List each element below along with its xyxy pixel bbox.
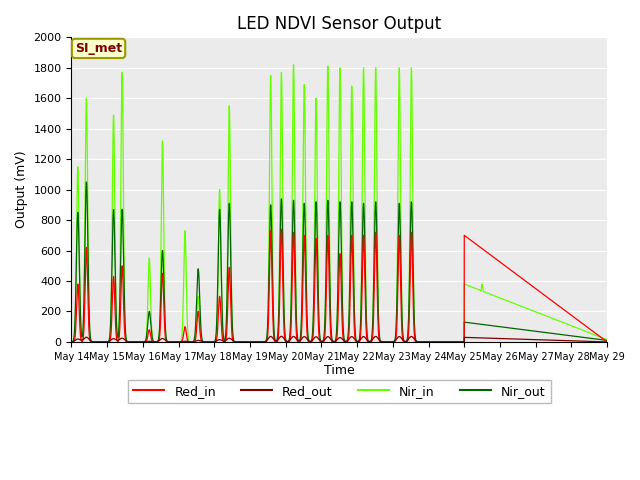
Nir_out <box>465 320 472 325</box>
Nir_in <box>493 294 501 300</box>
Nir_in <box>290 62 298 68</box>
Red_out <box>408 334 415 339</box>
Nir_out <box>408 204 415 210</box>
Red_in <box>95 339 102 345</box>
Nir_in <box>604 337 611 343</box>
Red_in <box>262 339 269 345</box>
Red_out <box>95 339 102 345</box>
Nir_in <box>465 283 472 288</box>
Red_in <box>385 339 392 345</box>
Nir_in <box>408 80 415 86</box>
Legend: Red_in, Red_out, Nir_in, Nir_out: Red_in, Red_out, Nir_in, Nir_out <box>128 380 550 403</box>
Red_out <box>493 336 501 341</box>
Red_out <box>68 339 76 345</box>
Red_out <box>262 338 269 344</box>
Nir_in <box>385 339 392 345</box>
Nir_in <box>262 339 269 345</box>
Y-axis label: Output (mV): Output (mV) <box>15 151 28 228</box>
Nir_in <box>436 339 444 345</box>
Red_in <box>278 227 285 232</box>
Red_out <box>385 339 392 345</box>
Red_in <box>456 339 463 345</box>
Nir_out <box>604 337 611 343</box>
Text: SI_met: SI_met <box>75 42 122 55</box>
Nir_in <box>68 339 76 345</box>
Line: Red_in: Red_in <box>72 229 607 342</box>
Red_in <box>604 339 611 345</box>
Nir_out <box>95 339 102 345</box>
Nir_out <box>460 339 468 345</box>
Red_in <box>493 257 501 263</box>
Red_out <box>465 335 472 340</box>
Red_in <box>68 339 76 345</box>
Red_in <box>465 236 472 241</box>
Red_out <box>278 334 285 339</box>
Red_in <box>408 236 415 241</box>
Nir_in <box>95 339 102 345</box>
Nir_out <box>68 339 76 345</box>
Nir_out <box>385 339 392 345</box>
Line: Red_out: Red_out <box>72 336 607 342</box>
Nir_out <box>83 179 90 185</box>
Nir_out <box>262 339 269 345</box>
Line: Nir_out: Nir_out <box>72 182 607 342</box>
Nir_out <box>493 324 501 329</box>
X-axis label: Time: Time <box>324 364 355 377</box>
Red_out <box>604 339 611 345</box>
Title: LED NDVI Sensor Output: LED NDVI Sensor Output <box>237 15 442 33</box>
Line: Nir_in: Nir_in <box>72 65 607 342</box>
